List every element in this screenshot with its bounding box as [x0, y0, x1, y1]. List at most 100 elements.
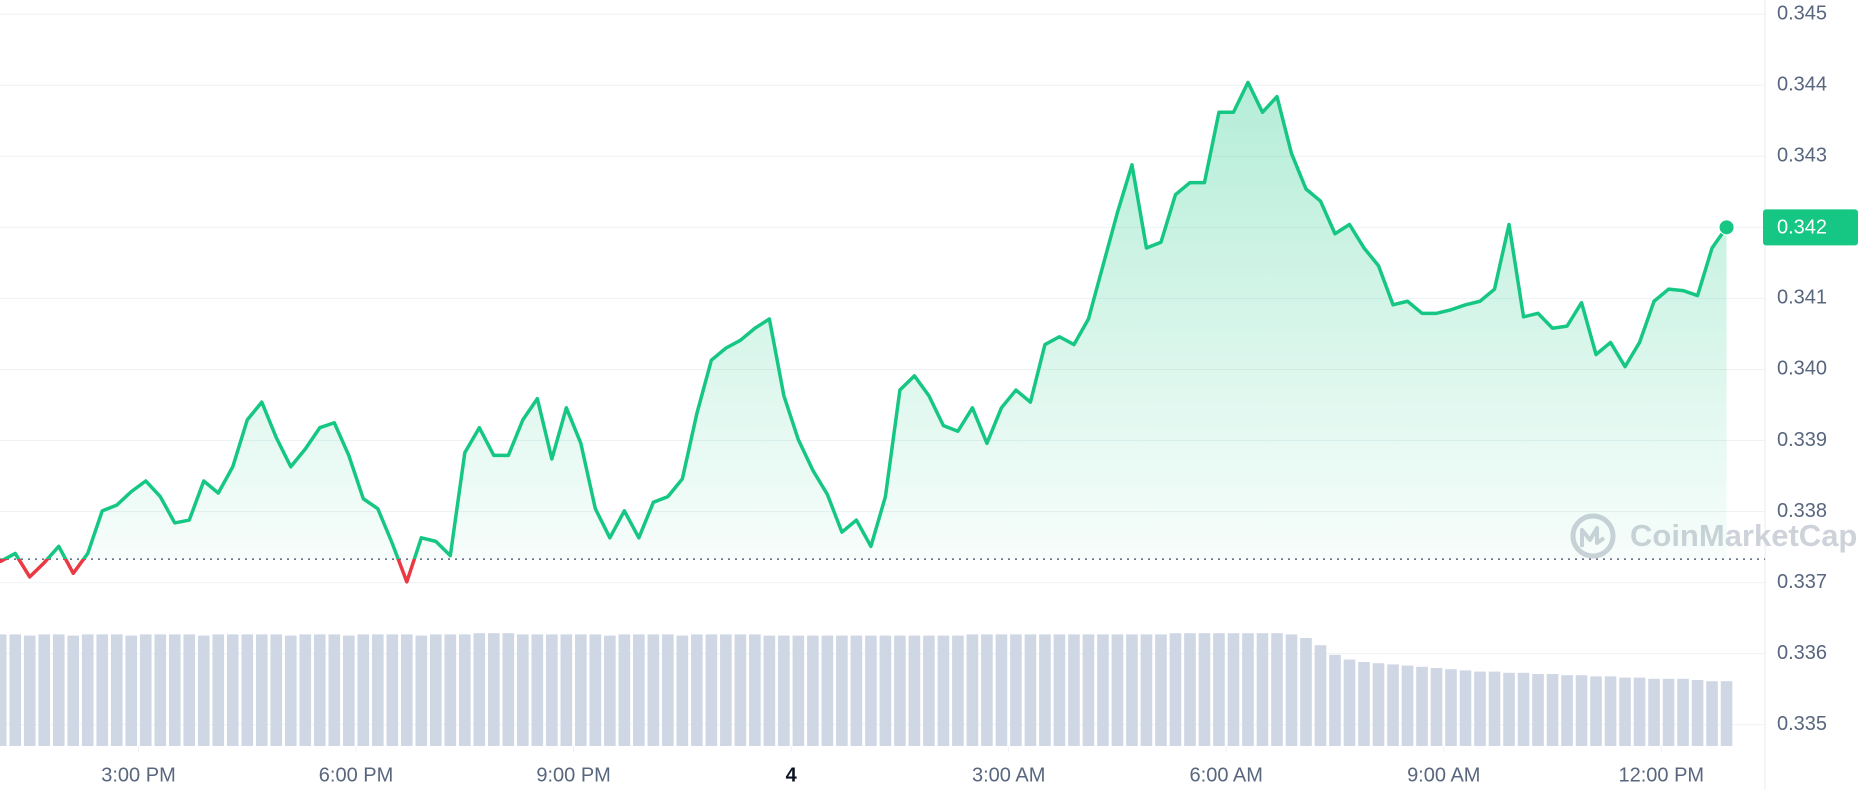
volume-bar — [1242, 633, 1254, 746]
volume-bar — [1358, 662, 1370, 746]
volume-bar — [1677, 678, 1689, 746]
volume-bar — [502, 633, 515, 746]
volume-bar — [647, 634, 660, 746]
volume-bar — [1720, 681, 1733, 746]
last-price-box — [1763, 209, 1858, 246]
y-tick-label: 0.335 — [1777, 713, 1827, 735]
volume-bar — [908, 635, 921, 746]
volume-bar — [371, 634, 384, 746]
volume-bar — [981, 634, 993, 746]
volume-bar — [1111, 634, 1124, 746]
x-tick-label: 12:00 PM — [1618, 764, 1704, 786]
volume-bar — [1169, 633, 1182, 746]
volume-bar — [720, 634, 732, 746]
volume-bar — [1126, 634, 1138, 746]
volume-bar — [1546, 674, 1559, 746]
volume-bar — [1387, 664, 1399, 746]
y-tick-label: 0.344 — [1777, 74, 1827, 96]
volume-bar — [23, 635, 36, 746]
volume-bar — [865, 635, 877, 746]
volume-bar — [357, 634, 370, 746]
volume-bar — [966, 634, 979, 746]
volume-bar — [0, 634, 7, 746]
volume-bar — [517, 634, 529, 746]
price-line — [0, 80, 1729, 584]
volume-bar — [705, 634, 718, 746]
volume-bar — [575, 634, 587, 746]
volume-bar — [313, 634, 326, 746]
volume-bar — [255, 634, 268, 746]
volume-bar — [1575, 675, 1588, 746]
volume-bar — [850, 635, 863, 746]
volume-bar — [1532, 674, 1544, 746]
volume-bar — [1097, 634, 1109, 746]
volume-bar — [749, 634, 761, 746]
volume-bar — [1256, 633, 1269, 746]
volume-bar — [1401, 665, 1414, 746]
volume-bar — [1300, 638, 1312, 746]
price-line-group — [0, 80, 1735, 584]
x-tick-label: 6:00 PM — [319, 764, 393, 786]
y-tick-label: 0.345 — [1777, 2, 1827, 24]
labels: 0.335 0.336 0.337 0.338 0.339 0.340 0.341 0.342… — [101, 2, 1858, 786]
volume-bar — [1561, 675, 1573, 746]
volume-bar — [1590, 676, 1602, 746]
volume-bar — [168, 634, 181, 746]
volume-bar — [604, 635, 616, 746]
volume-bar — [1227, 633, 1240, 746]
volume-bar — [1633, 677, 1646, 746]
volume-bar — [430, 634, 442, 746]
volume-bar — [589, 634, 602, 746]
volume-bar — [937, 635, 950, 746]
volume-bar — [1604, 676, 1617, 746]
volume-bar — [415, 635, 428, 746]
volume-bar — [1648, 678, 1660, 746]
last-price-label: 0.342 — [1777, 217, 1827, 239]
volume-bar — [734, 634, 747, 746]
volume-bar — [444, 634, 457, 746]
volume-bar — [67, 635, 80, 746]
volume-bar — [459, 634, 471, 746]
volume-bar — [226, 634, 239, 746]
volume-bar — [560, 634, 573, 746]
y-tick-label: 0.337 — [1777, 571, 1827, 593]
volume-bar — [1619, 677, 1631, 746]
volume-bar — [531, 634, 544, 746]
volume-bar — [821, 635, 834, 746]
volume-bar — [778, 635, 790, 746]
y-tick-label: 0.336 — [1777, 642, 1827, 664]
volume-bar — [1039, 634, 1051, 746]
volume-bar — [1082, 634, 1095, 746]
volume-bar — [1285, 634, 1298, 746]
volume-bar — [328, 634, 341, 746]
volume-bar — [197, 635, 210, 746]
volume-bar — [342, 635, 355, 746]
volume-bar — [676, 635, 689, 746]
volume-bar — [386, 634, 399, 746]
y-tick-label: 0.343 — [1777, 145, 1827, 167]
volume-bar — [401, 634, 413, 746]
y-tick-label: 0.338 — [1777, 500, 1827, 522]
volume-bar — [792, 635, 805, 746]
volume-bar — [1343, 659, 1356, 746]
volume-bar — [1706, 681, 1718, 746]
x-tick-label: 6:00 AM — [1190, 764, 1263, 786]
volume-bar — [1198, 633, 1211, 746]
volume-bar — [1155, 634, 1167, 746]
volume-bar — [1271, 633, 1283, 746]
volume-bar — [212, 634, 225, 746]
volume-bar — [662, 634, 674, 746]
volume-bar — [1459, 670, 1472, 746]
volume-bar — [1416, 666, 1428, 746]
volume-bar — [1474, 671, 1486, 746]
volume-bar — [1329, 654, 1341, 746]
volume-bar — [1503, 672, 1515, 746]
volume-bar — [836, 635, 848, 746]
volume-bar — [9, 634, 22, 746]
y-tick-label: 0.339 — [1777, 429, 1827, 451]
volume-bar — [1314, 645, 1327, 746]
x-tick-label: 9:00 PM — [536, 764, 610, 786]
volume-bar — [952, 635, 964, 746]
volume-bar — [81, 634, 94, 746]
